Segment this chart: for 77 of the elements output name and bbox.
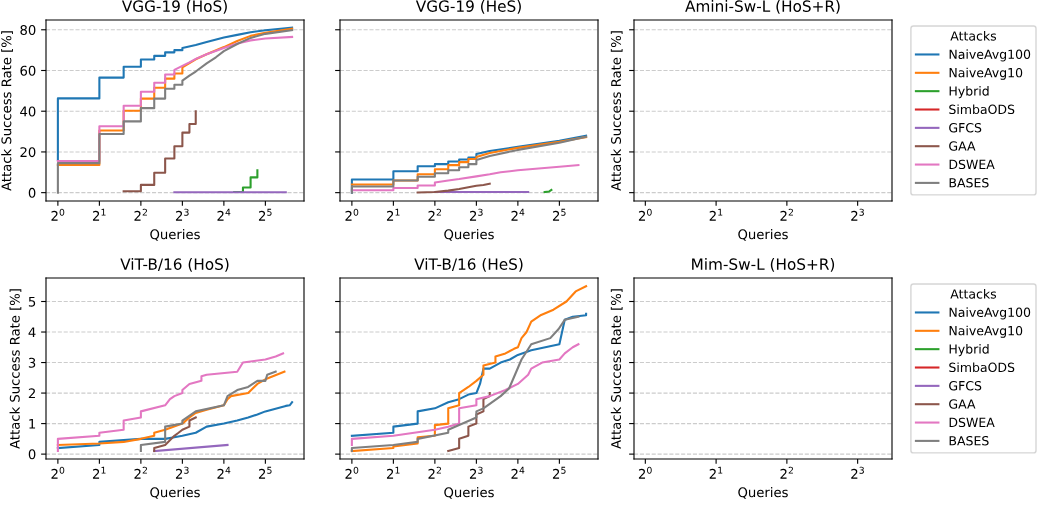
x-tick-label: 2$^{1}$ xyxy=(386,208,400,221)
chart-title: ViT-B/16 (HoS) xyxy=(120,258,229,272)
x-axis-title: Queries xyxy=(738,229,788,241)
x-tick-label: 2$^{2}$ xyxy=(780,208,793,221)
x-tick-label: 2$^{0}$ xyxy=(51,466,65,479)
legend-title: Attacks xyxy=(950,31,997,41)
y-tick-label: 3 xyxy=(28,357,36,368)
y-tick-label: 2 xyxy=(28,388,35,399)
legend-title: Attacks xyxy=(950,289,997,299)
legend-label: SimbaODS xyxy=(949,362,1015,373)
x-tick-label: 2$^{3}$ xyxy=(175,466,189,479)
y-tick-label: 4 xyxy=(28,327,36,338)
legend-label: DSWEA xyxy=(949,417,995,428)
y-axis-title: Attack Success Rate [%] xyxy=(610,289,623,449)
x-axis-title: Queries xyxy=(444,487,494,499)
x-tick-label: 2$^{3}$ xyxy=(469,466,483,479)
x-tick-label: 2$^{0}$ xyxy=(638,466,652,479)
y-tick-label: 20 xyxy=(20,147,36,158)
x-tick-label: 2$^{1}$ xyxy=(709,208,723,221)
x-tick-label: 2$^{5}$ xyxy=(258,466,272,479)
x-axis-title: Queries xyxy=(738,487,788,499)
x-tick-label: 2$^{3}$ xyxy=(851,208,864,221)
legend-label: NaiveAvg10 xyxy=(949,325,1023,338)
legend-label: NaiveAvg100 xyxy=(949,307,1031,320)
legend-label: GAA xyxy=(949,141,976,151)
legend-label: NaiveAvg100 xyxy=(949,49,1031,62)
x-tick-label: 2$^{2}$ xyxy=(428,208,441,221)
y-axis-title: Attack Success Rate [%] xyxy=(9,289,22,449)
chart-title: VGG-19 (HeS) xyxy=(415,0,521,14)
legend-label: SimbaODS xyxy=(949,104,1015,115)
x-tick-label: 2$^{2}$ xyxy=(428,466,441,479)
x-tick-label: 2$^{3}$ xyxy=(469,208,483,221)
chart-title: Mim-Sw-L (HoS+R) xyxy=(692,258,835,272)
x-tick-label: 2$^{1}$ xyxy=(386,466,400,479)
x-tick-label: 2$^{2}$ xyxy=(134,208,147,221)
x-tick-label: 2$^{0}$ xyxy=(345,466,359,479)
chart-title: Amini-Sw-L (HoS+R) xyxy=(685,0,840,14)
x-tick-label: 2$^{2}$ xyxy=(780,466,793,479)
y-tick-label: 5 xyxy=(28,296,36,307)
y-tick-label: 1 xyxy=(29,418,36,429)
y-axis-title: Attack Success Rate [%] xyxy=(610,31,623,191)
legend-label: BASES xyxy=(949,436,989,446)
x-tick-label: 2$^{4}$ xyxy=(511,208,525,221)
x-axis-title: Queries xyxy=(150,487,200,499)
y-tick-label: 80 xyxy=(20,24,36,35)
x-axis-title: Queries xyxy=(150,229,200,241)
x-tick-label: 2$^{1}$ xyxy=(92,466,106,479)
y-axis-title: Attack Success Rate [%] xyxy=(1,31,13,191)
x-axis-title: Queries xyxy=(444,229,494,241)
x-tick-label: 2$^{4}$ xyxy=(217,466,231,479)
y-tick-label: 0 xyxy=(28,449,36,460)
x-tick-label: 2$^{0}$ xyxy=(51,208,65,221)
legend-label: GFCS xyxy=(949,380,982,391)
y-tick-label: 0 xyxy=(28,187,36,198)
legend-label: GFCS xyxy=(949,122,982,133)
x-tick-label: 2$^{4}$ xyxy=(217,208,231,221)
x-tick-label: 2$^{5}$ xyxy=(258,208,272,221)
chart-title: VGG-19 (HoS) xyxy=(121,0,227,14)
x-tick-label: 2$^{0}$ xyxy=(345,208,359,221)
x-tick-label: 2$^{1}$ xyxy=(92,208,106,221)
y-tick-label: 60 xyxy=(20,65,36,76)
x-tick-label: 2$^{5}$ xyxy=(552,466,566,479)
y-tick-label: 40 xyxy=(20,106,36,117)
legend-label: DSWEA xyxy=(949,159,995,170)
x-tick-label: 2$^{2}$ xyxy=(134,466,147,479)
chart-title: ViT-B/16 (HeS) xyxy=(414,258,523,272)
legend-label: NaiveAvg10 xyxy=(949,67,1023,80)
x-tick-label: 2$^{3}$ xyxy=(175,208,189,221)
legend-label: BASES xyxy=(949,178,989,188)
x-tick-label: 2$^{3}$ xyxy=(851,466,864,479)
legend-label: GAA xyxy=(949,399,976,409)
legend-label: Hybrid xyxy=(949,344,989,357)
x-tick-label: 2$^{1}$ xyxy=(709,466,723,479)
x-tick-label: 2$^{4}$ xyxy=(511,466,525,479)
x-tick-label: 2$^{0}$ xyxy=(638,208,652,221)
x-tick-label: 2$^{5}$ xyxy=(552,208,566,221)
legend-label: Hybrid xyxy=(949,86,989,99)
